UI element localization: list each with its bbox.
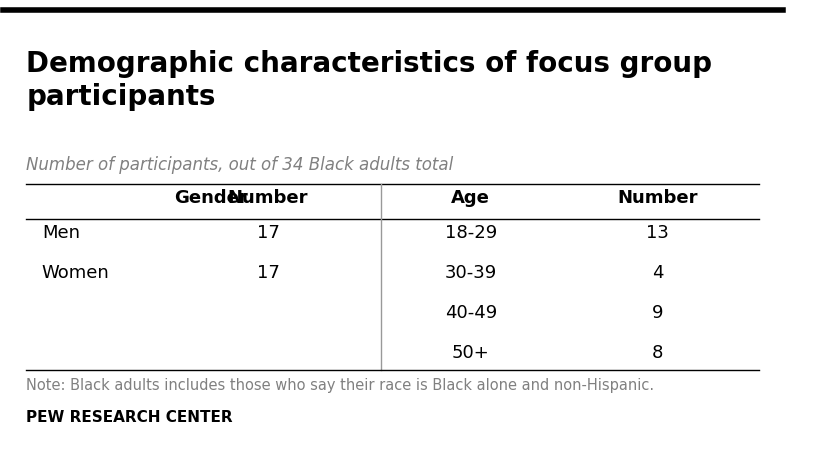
Text: Women: Women <box>42 264 109 282</box>
Text: 17: 17 <box>256 264 280 282</box>
Text: 50+: 50+ <box>452 344 490 362</box>
Text: 9: 9 <box>652 304 664 322</box>
Text: PEW RESEARCH CENTER: PEW RESEARCH CENTER <box>26 410 233 425</box>
Text: Men: Men <box>42 224 80 242</box>
Text: Gender: Gender <box>175 188 249 207</box>
Text: 30-39: 30-39 <box>444 264 496 282</box>
Text: Number: Number <box>617 188 698 207</box>
Text: 17: 17 <box>256 224 280 242</box>
Text: 18-29: 18-29 <box>444 224 496 242</box>
Text: 13: 13 <box>647 224 669 242</box>
Text: Number of participants, out of 34 Black adults total: Number of participants, out of 34 Black … <box>26 156 454 174</box>
Text: Demographic characteristics of focus group
participants: Demographic characteristics of focus gro… <box>26 50 712 111</box>
Text: 4: 4 <box>652 264 664 282</box>
Text: Note: Black adults includes those who say their race is Black alone and non-Hisp: Note: Black adults includes those who sa… <box>26 378 654 393</box>
Text: 40-49: 40-49 <box>444 304 496 322</box>
Text: Number: Number <box>228 188 308 207</box>
Text: 8: 8 <box>652 344 664 362</box>
Text: Age: Age <box>451 188 491 207</box>
